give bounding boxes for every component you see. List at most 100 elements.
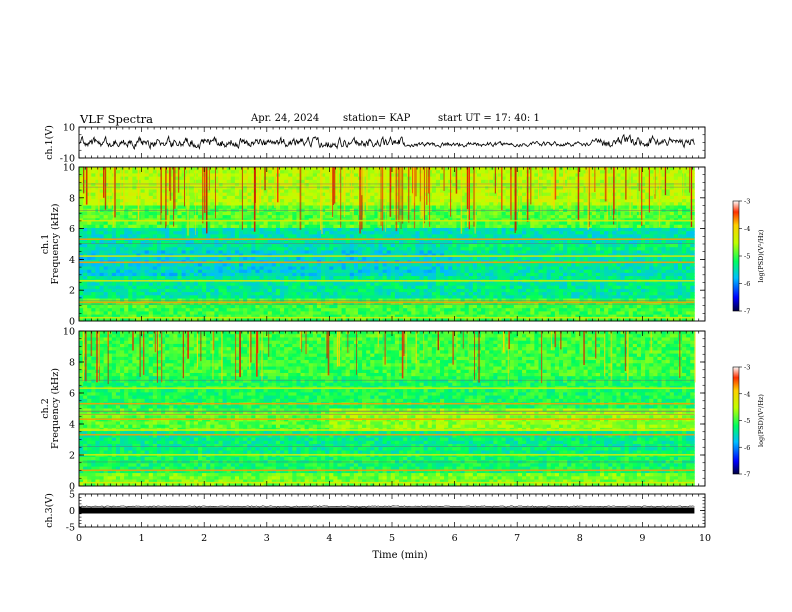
spectrogram-cell [115, 205, 121, 210]
spectrogram-cell [575, 247, 580, 251]
spectrogram-cell [333, 202, 338, 206]
spectrogram-cell [316, 167, 322, 171]
spectrogram-cell [632, 173, 638, 178]
spectrogram-cell [501, 266, 507, 271]
spectrogram-cell [526, 256, 531, 261]
spectrogram-cell [193, 183, 199, 187]
spectrogram-cell [255, 244, 260, 248]
spectrogram-cell [132, 247, 137, 251]
spectrogram-cell [489, 224, 494, 229]
spectrogram-cell [218, 256, 223, 261]
spectrogram-cell [645, 269, 650, 274]
spectrogram-cell [91, 247, 96, 251]
spectrogram-cell [600, 221, 605, 226]
spectrogram-cell [690, 192, 695, 197]
spectrogram-cell [103, 215, 109, 219]
spectrogram-cell [144, 173, 150, 178]
spectrogram-cell [394, 263, 400, 267]
spectrogram-cell [563, 247, 568, 251]
spectrogram-cell [616, 167, 621, 171]
spectrogram-cell [526, 247, 531, 251]
spectrogram-cell [641, 240, 646, 245]
spectrogram-cell [156, 221, 162, 226]
spectrogram-cell [526, 205, 531, 210]
spectrogram-cell [645, 224, 650, 229]
spectrogram-cell [464, 244, 470, 248]
spectrogram-cell [444, 173, 449, 178]
spectrogram-cell [234, 186, 240, 190]
spectrogram-cell [517, 263, 523, 267]
spectrogram-cell [284, 244, 289, 248]
spectrogram-cell [83, 263, 88, 267]
spectrogram-cell [218, 247, 223, 251]
spectrogram-cell [534, 221, 539, 226]
spectrogram-cell [431, 173, 437, 178]
spectrogram-cell [353, 211, 359, 216]
spectrogram-cell [197, 266, 203, 271]
spectrogram-cell [144, 250, 150, 255]
spectrogram-cell [95, 186, 100, 190]
spectrogram-cell [189, 205, 195, 210]
spectrogram-cell [304, 269, 310, 274]
spectrogram-cell [370, 183, 375, 187]
spectrogram-cell [390, 256, 396, 261]
spectrogram-cell [386, 173, 392, 178]
spectrogram-cell [238, 263, 244, 267]
spectrogram-cell [120, 215, 125, 219]
spectrogram-cell [649, 263, 654, 267]
spectrogram-cell [329, 199, 334, 203]
spectrogram-cell [115, 192, 121, 197]
spectrogram-cell [280, 256, 285, 261]
spectrogram-cell [554, 192, 560, 197]
spectrogram-cell [333, 227, 338, 232]
spectrogram-cell [349, 179, 355, 184]
spectrogram-cell [677, 215, 683, 219]
spectrogram-cell [604, 205, 609, 210]
spectrogram-cell [271, 221, 277, 226]
spectrogram-cell [333, 173, 338, 178]
spectrogram-cell [505, 211, 511, 216]
spectrogram-cell [79, 211, 84, 216]
spectrogram-cell [530, 192, 535, 197]
spectrogram-cell [600, 256, 605, 261]
spectrogram-cell [612, 215, 617, 219]
spectrogram-cell [247, 179, 252, 184]
spectrogram-cell [304, 263, 310, 267]
spectrogram-cell [234, 234, 240, 238]
spectrogram-cell [345, 234, 351, 238]
spectrogram-cell [419, 256, 424, 261]
spectrogram-cell [226, 269, 232, 274]
spectrogram-cell [513, 266, 519, 271]
spectrogram-cell [481, 173, 486, 178]
spectrogram-cell [132, 195, 137, 200]
spectrogram-cell [497, 186, 502, 190]
spectrogram-cell [156, 192, 162, 197]
spectrogram-cell [263, 227, 269, 232]
spectrogram-cell [682, 192, 687, 197]
spectrogram-cell [686, 221, 691, 226]
spectrogram-cell [563, 266, 568, 271]
spectrogram-cell [366, 240, 371, 245]
spectrogram-cell [321, 173, 326, 178]
spectrogram-cell [357, 247, 363, 251]
spectrogram-cell [591, 247, 597, 251]
spectrogram-cell [669, 176, 675, 181]
spectrogram-cell [649, 234, 654, 238]
spectrogram-cell [632, 263, 638, 267]
spectrogram-cell [677, 170, 683, 174]
spectrogram-cell [632, 247, 638, 251]
spectrogram-cell [140, 227, 146, 232]
spectrogram-cell [115, 173, 121, 178]
spectrogram-cell [243, 205, 248, 210]
spectrogram-cell [95, 176, 100, 181]
spectrogram-cell [263, 224, 269, 229]
spectrogram-cell [280, 176, 285, 181]
spectrogram-cell [563, 205, 568, 210]
spectrogram-cell [513, 250, 519, 255]
spectrogram-cell [210, 272, 215, 277]
spectrogram-cell [579, 244, 584, 248]
spectrogram-cell [620, 186, 626, 190]
spectrogram-cell [493, 215, 498, 219]
spectrogram-cell [415, 176, 420, 181]
spectrogram-cell [197, 205, 203, 210]
